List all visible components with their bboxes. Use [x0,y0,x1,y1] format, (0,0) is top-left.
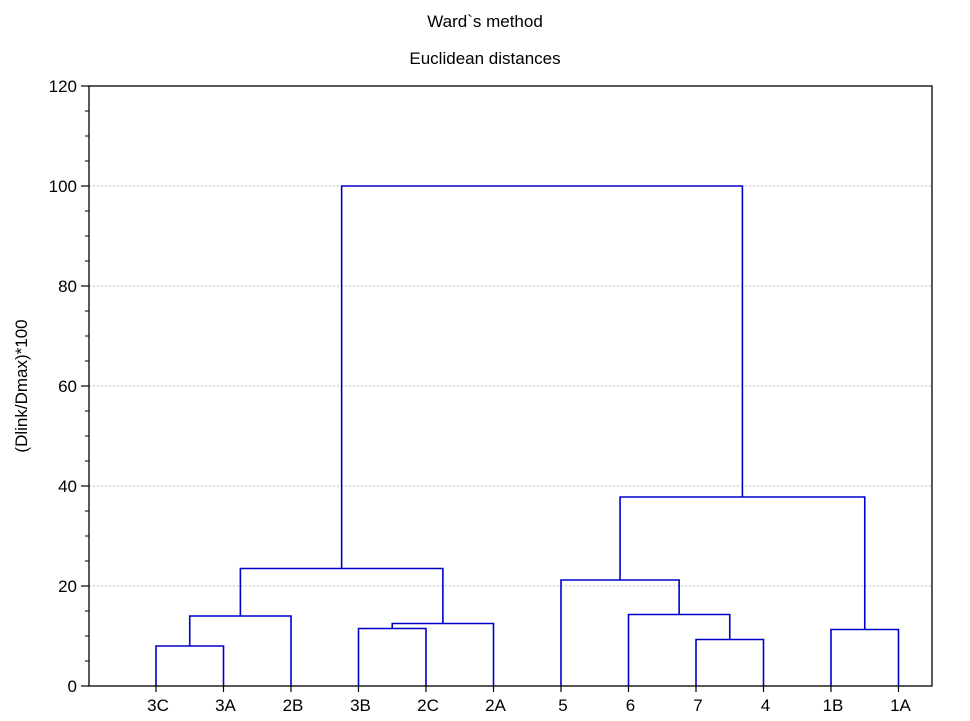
x-tick-label: 1B [823,696,844,715]
x-tick-label: 2B [283,696,304,715]
y-tick-label: 0 [68,677,77,696]
y-axis-ticks: 0 20 40 60 80 100 120 [49,77,89,696]
x-tick-label: 3B [350,696,371,715]
x-tick-label: 2A [485,696,506,715]
dendrogram-link [357,627,427,686]
grid-lines [89,185,932,587]
y-tick-label: 80 [58,277,77,296]
dendrogram-link [695,638,765,686]
dendrogram-link [155,645,225,686]
dendrogram-link [391,622,495,686]
x-tick-label: 3A [215,696,236,715]
x-tick-label: 6 [626,696,635,715]
chart-subtitle: Euclidean distances [409,49,560,68]
y-tick-label: 120 [49,77,77,96]
x-tick-label: 2C [417,696,439,715]
dendrogram-link [188,615,292,686]
dendrogram-link [340,185,744,569]
x-axis-ticks: 3C 3A 2B 3B 2C 2A 5 6 7 4 1B 1A [147,686,912,715]
y-tick-label: 40 [58,477,77,496]
dendrogram-link [619,496,866,630]
dendrogram-links [155,185,900,686]
x-tick-label: 4 [761,696,770,715]
y-tick-label: 100 [49,177,77,196]
x-tick-label: 3C [147,696,169,715]
x-tick-label: 5 [558,696,567,715]
dendrogram-link [830,628,900,686]
dendrogram-link [627,613,731,686]
y-tick-label: 60 [58,377,77,396]
y-axis-label: (Dlink/Dmax)*100 [12,319,31,452]
chart-title: Ward`s method [427,12,543,31]
y-tick-label: 20 [58,577,77,596]
x-tick-label: 7 [693,696,702,715]
dendrogram-link [560,579,680,686]
x-tick-label: 1A [890,696,911,715]
